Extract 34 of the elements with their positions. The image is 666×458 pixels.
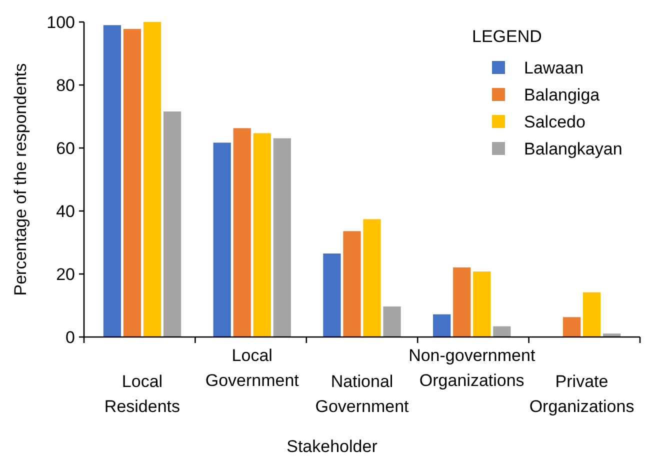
bar	[103, 25, 122, 337]
y-axis-title: Percentage of the respondents	[11, 63, 30, 296]
bar	[433, 314, 451, 337]
legend-label: Lawaan	[524, 58, 584, 78]
bar	[213, 142, 231, 337]
y-tick-label: 40	[56, 202, 75, 221]
bar	[363, 219, 381, 337]
legend-label: Salcedo	[524, 112, 586, 132]
x-tick-label: Local Government	[205, 346, 300, 390]
bar	[453, 267, 471, 337]
y-tick-label: 80	[56, 76, 75, 95]
bar	[493, 326, 511, 337]
legend-label: Balangkayan	[524, 139, 622, 158]
bar	[562, 317, 581, 337]
bar	[383, 306, 401, 337]
y-tick-label: 20	[56, 264, 75, 284]
bar	[143, 22, 162, 337]
x-axis-title: Stakeholder	[286, 437, 378, 456]
legend-label: Balangiga	[524, 85, 600, 104]
x-tick-label: Local Residents	[104, 372, 180, 416]
bar	[253, 133, 271, 337]
bar	[473, 271, 491, 337]
y-tick-label: 100	[46, 12, 75, 32]
bar	[163, 111, 182, 337]
bar	[323, 254, 341, 337]
bar	[582, 292, 601, 337]
bar	[123, 28, 142, 337]
x-tick-label: National Government	[315, 372, 410, 416]
bar	[273, 138, 291, 337]
y-tick-label: 60	[56, 138, 75, 158]
bar	[343, 231, 361, 337]
y-tick-label: 0	[66, 328, 75, 347]
bar	[233, 128, 251, 337]
legend-title: LEGEND	[472, 27, 542, 46]
